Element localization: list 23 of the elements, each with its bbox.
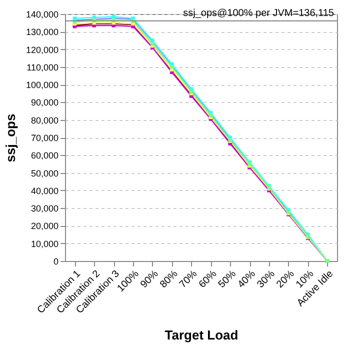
y-tick-label: 100,000 xyxy=(26,80,58,90)
y-tick-label: 130,000 xyxy=(26,27,58,38)
y-tick-label: 30,000 xyxy=(30,204,58,214)
x-tick-label: 80% xyxy=(158,268,180,290)
y-tick-label: 50,000 xyxy=(30,168,58,178)
y-tick-label: 60,000 xyxy=(30,150,58,161)
x-tick-label: 40% xyxy=(236,268,258,290)
y-tick-label: 10,000 xyxy=(30,238,58,249)
y-tick-label: 120,000 xyxy=(26,44,58,55)
x-axis-title: Target Load xyxy=(164,327,238,342)
y-tick-label: 80,000 xyxy=(30,115,58,126)
y-tick-label: 40,000 xyxy=(30,186,58,196)
x-tick-label: 90% xyxy=(138,268,161,290)
y-tick-label: 70,000 xyxy=(30,133,58,143)
y-tick-label: 20,000 xyxy=(30,221,58,232)
x-tick-label: 30% xyxy=(255,268,278,290)
y-axis-title: ssj_ops xyxy=(2,114,18,162)
y-tick-label: 0 xyxy=(53,256,58,266)
y-tick-label: 110,000 xyxy=(26,62,58,72)
y-tick-label: 90,000 xyxy=(30,98,58,108)
y-tick-label: 140,000 xyxy=(26,10,58,20)
ref-line-label: ssj_ops@100% per JVM=136,115 xyxy=(183,8,334,19)
x-tick-label: 70% xyxy=(178,268,200,290)
